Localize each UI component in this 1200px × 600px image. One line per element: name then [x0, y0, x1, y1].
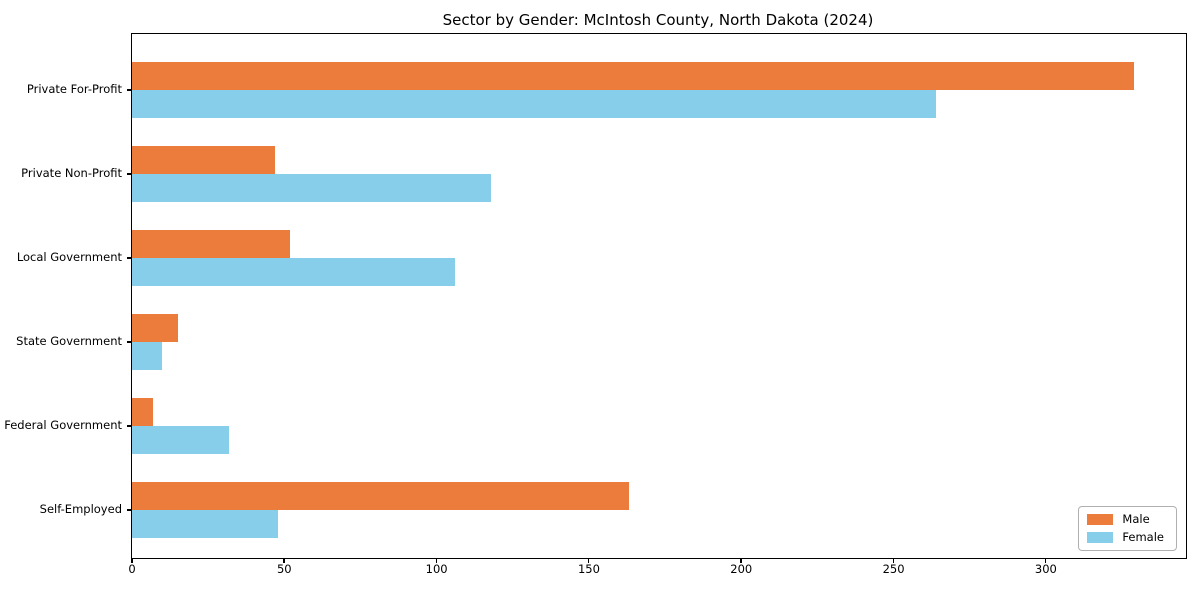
legend: Male Female [1078, 506, 1177, 551]
bar-male-state-government [132, 314, 178, 342]
xtick-mark [131, 558, 133, 563]
chart-title: Sector by Gender: McIntosh County, North… [442, 11, 874, 29]
legend-label-male: Male [1122, 512, 1150, 526]
ytick-mark [127, 257, 131, 259]
xtick-mark [587, 558, 590, 563]
bar-female-private-non-profit [132, 174, 492, 202]
xtick-mark [892, 558, 895, 563]
ytick-mark [127, 341, 131, 343]
xtick-label-300: 300 [1034, 562, 1057, 576]
xtick-label-0: 0 [128, 562, 136, 576]
bar-male-private-non-profit [132, 146, 276, 174]
xtick-mark [283, 558, 285, 563]
ytick-label-self-employed: Self-Employed [39, 502, 122, 516]
xtick-mark [740, 558, 742, 563]
xtick-label-150: 150 [577, 562, 600, 576]
xtick-label-200: 200 [730, 562, 753, 576]
bar-male-self-employed [132, 482, 629, 510]
ytick-mark [127, 173, 131, 175]
bar-female-private-for-profit [132, 90, 937, 118]
legend-entry-female: Female [1087, 531, 1164, 544]
bar-male-federal-government [132, 398, 154, 426]
bar-male-private-for-profit [132, 62, 1135, 90]
bar-female-federal-government [132, 426, 230, 454]
xtick-mark [1044, 558, 1047, 563]
bar-female-self-employed [132, 510, 279, 538]
xtick-mark [435, 558, 438, 563]
ytick-label-federal-government: Federal Government [4, 418, 122, 432]
legend-label-female: Female [1122, 530, 1164, 544]
female-series-swatch [1087, 532, 1114, 543]
y-axis-labels: Private For-Profit Private Non-Profit Loca… [0, 33, 122, 557]
ytick-label-private-non-profit: Private Non-Profit [21, 166, 122, 180]
ytick-label-private-for-profit: Private For-Profit [26, 82, 122, 96]
ytick-mark [127, 509, 131, 511]
xtick-label-100: 100 [425, 562, 448, 576]
male-series-swatch [1087, 514, 1114, 525]
bar-male-local-government [132, 230, 291, 258]
ytick-mark [127, 425, 131, 427]
bar-female-state-government [132, 342, 163, 370]
ytick-mark [127, 89, 131, 91]
ytick-label-state-government: State Government [16, 334, 122, 348]
ytick-label-local-government: Local Government [16, 250, 122, 264]
plot-area [131, 33, 1187, 559]
legend-entry-male: Male [1087, 513, 1164, 526]
xtick-label-250: 250 [882, 562, 905, 576]
bar-female-local-government [132, 258, 455, 286]
xtick-label-50: 50 [276, 562, 292, 576]
